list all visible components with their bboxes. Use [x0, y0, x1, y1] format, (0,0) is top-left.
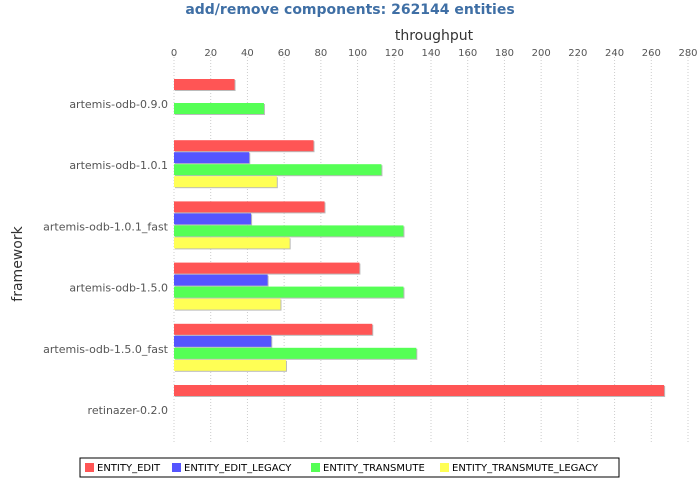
- bar-entity-edit-legacy: [174, 274, 268, 286]
- legend-label: ENTITY_TRANSMUTE: [323, 463, 425, 474]
- legend-label: ENTITY_EDIT_LEGACY: [184, 463, 292, 474]
- legend-swatch: [172, 463, 181, 472]
- x-tick-label: 260: [642, 48, 661, 59]
- bar-entity-transmute: [174, 286, 404, 298]
- bar-entity-transmute-legacy: [174, 298, 281, 310]
- x-tick-label: 20: [204, 48, 217, 59]
- bar-entity-transmute: [174, 164, 382, 176]
- x-tick-label: 120: [385, 48, 404, 59]
- x-tick-label: 80: [314, 48, 327, 59]
- category-label: artemis-odb-0.9.0: [69, 98, 168, 111]
- x-tick-label: 140: [421, 48, 440, 59]
- y-axis-title: framework: [10, 225, 26, 301]
- x-tick-label: 180: [495, 48, 514, 59]
- legend-swatch: [311, 463, 320, 472]
- category-labels: artemis-odb-0.9.0 artemis-odb-1.0.1 artemi…: [43, 98, 169, 417]
- bar-entity-edit: [174, 140, 314, 152]
- x-tick-label: 100: [348, 48, 367, 59]
- x-tick-label: 240: [605, 48, 624, 59]
- x-tick-label: 220: [568, 48, 587, 59]
- legend: ENTITY_EDIT ENTITY_EDIT_LEGACY ENTITY_TRAN…: [79, 457, 620, 478]
- bar-entity-edit: [174, 79, 235, 90]
- legend-label: ENTITY_EDIT: [97, 463, 161, 474]
- x-tick-labels: 0 20 40 60 80 100 120 140 160 180 200 220 240 260 280: [171, 48, 698, 59]
- legend-swatch: [85, 463, 94, 472]
- x-tick-label: 200: [532, 48, 551, 59]
- bar-entity-edit: [174, 201, 325, 213]
- category-label: artemis-odb-1.5.0: [69, 282, 168, 295]
- bar-entity-transmute-legacy: [174, 176, 277, 188]
- bar-entity-transmute-legacy: [174, 237, 290, 249]
- chart-title: add/remove components: 262144 entities: [185, 2, 514, 18]
- category-label: retinazer-0.2.0: [88, 404, 168, 417]
- bar-entity-edit: [174, 262, 360, 274]
- x-tick-label: 40: [241, 48, 254, 59]
- category-label: artemis-odb-1.0.1: [69, 159, 168, 172]
- bar-entity-edit: [174, 385, 665, 396]
- legend-box: [79, 457, 620, 478]
- x-tick-label: 0: [171, 48, 177, 59]
- legend-swatch: [440, 463, 449, 472]
- x-axis-title: throughput: [395, 28, 474, 44]
- bars: [174, 79, 666, 397]
- legend-label: ENTITY_TRANSMUTE_LEGACY: [452, 463, 599, 474]
- bar-entity-transmute: [174, 347, 417, 359]
- bar-entity-edit-legacy: [174, 152, 250, 164]
- x-tick-label: 60: [278, 48, 291, 59]
- bar-entity-edit: [174, 323, 373, 335]
- bar-entity-transmute: [174, 103, 264, 114]
- bar-entity-transmute-legacy: [174, 359, 286, 371]
- x-tick-label: 160: [458, 48, 477, 59]
- category-label: artemis-odb-1.5.0_fast: [43, 343, 169, 356]
- category-label: artemis-odb-1.0.1_fast: [43, 220, 169, 233]
- bar-entity-edit-legacy: [174, 213, 252, 225]
- x-tick-label: 280: [678, 48, 697, 59]
- bar-entity-edit-legacy: [174, 335, 272, 347]
- bar-entity-transmute: [174, 225, 404, 237]
